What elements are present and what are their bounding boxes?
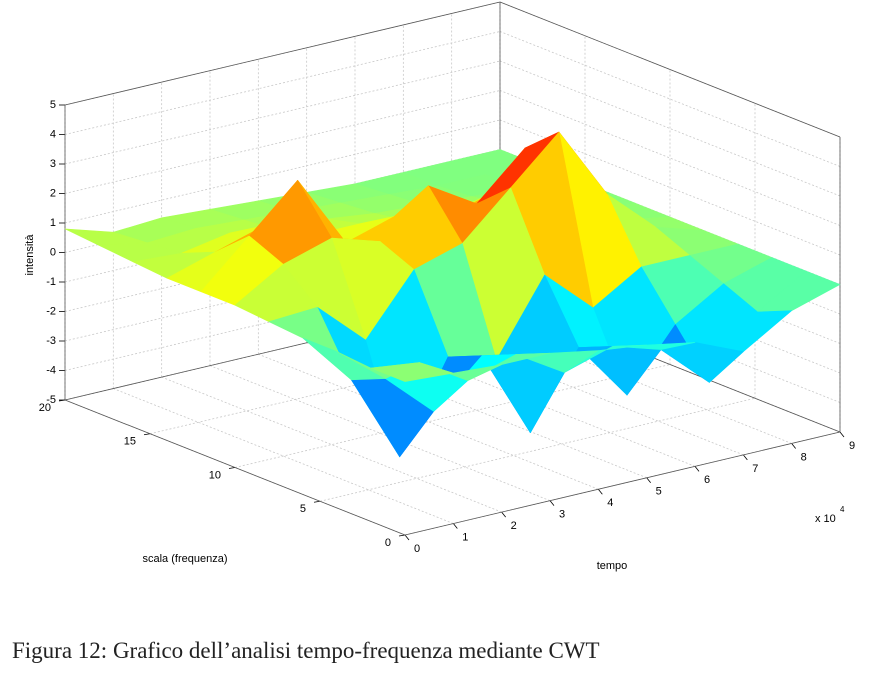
grid-line xyxy=(64,60,501,165)
y-tick-label: 15 xyxy=(124,436,136,448)
grid-line xyxy=(209,365,551,502)
z-tick-label: -4 xyxy=(46,364,56,376)
z-tick-label: 3 xyxy=(50,158,56,170)
x-tick-label: 8 xyxy=(801,451,807,463)
z-tick-label: -5 xyxy=(46,394,56,406)
grid-line xyxy=(234,364,671,468)
grid-line xyxy=(499,90,841,226)
x-tick-label: 4 xyxy=(607,497,613,509)
x-tick-label: 2 xyxy=(511,520,517,532)
x-multiplier: x 10 xyxy=(815,513,836,525)
z-tick-label: -2 xyxy=(46,305,56,317)
x-tick xyxy=(791,443,796,449)
axis-edge xyxy=(64,1,501,106)
x-tick xyxy=(598,488,603,495)
grid-line xyxy=(113,388,454,524)
x-tick-label: 6 xyxy=(704,474,710,486)
z-axis-label: intensità xyxy=(24,234,36,276)
x-multiplier-exp: 4 xyxy=(840,505,845,514)
grid-line xyxy=(319,397,756,502)
chart: tempo scala (frequenza) intensità x 10 4… xyxy=(24,1,855,572)
x-tick-label: 5 xyxy=(656,486,662,498)
x-tick-label: 3 xyxy=(559,509,565,521)
axis-edge xyxy=(499,1,841,138)
x-tick xyxy=(404,534,410,541)
x-tick xyxy=(453,523,458,529)
x-tick-label: 9 xyxy=(849,440,855,452)
z-tick-label: 4 xyxy=(50,128,56,140)
x-tick-label: 1 xyxy=(462,531,468,543)
y-tick xyxy=(228,467,236,469)
z-tick-label: -1 xyxy=(46,276,56,288)
x-tick xyxy=(549,500,555,506)
grid-line xyxy=(64,119,501,224)
y-tick xyxy=(313,500,321,503)
z-tick-label: 2 xyxy=(50,187,56,199)
y-tick-label: 0 xyxy=(385,537,391,549)
labels: tempo scala (frequenza) intensità x 10 4… xyxy=(24,99,855,572)
x-tick xyxy=(501,511,506,518)
z-tick-label: 1 xyxy=(50,217,56,229)
y-tick-label: 5 xyxy=(300,503,306,515)
y-tick xyxy=(143,433,151,436)
caption: Figura 12: Grafico dell’analisi tempo-fr… xyxy=(12,638,600,663)
grid-line xyxy=(499,31,841,167)
z-tick-label: 5 xyxy=(50,99,56,111)
surface xyxy=(64,131,841,458)
axis-edge xyxy=(404,431,841,536)
grid-line xyxy=(64,31,501,135)
y-tick-label: 10 xyxy=(209,469,221,481)
grid-line xyxy=(161,376,502,513)
y-tick xyxy=(398,534,406,537)
y-tick-label: 20 xyxy=(39,402,51,414)
x-tick-label: 7 xyxy=(752,463,758,475)
z-tick-label: -3 xyxy=(46,335,56,347)
z-tick-label: 0 xyxy=(50,246,56,258)
axis-edge xyxy=(64,399,406,536)
x-tick xyxy=(646,477,651,484)
x-tick xyxy=(743,454,748,461)
grid-line xyxy=(64,90,501,194)
surface-patch xyxy=(370,362,454,382)
x-tick xyxy=(694,466,700,472)
grid-line xyxy=(499,60,841,197)
x-tick xyxy=(839,431,845,438)
x-axis-label: tempo xyxy=(597,560,628,572)
x-tick-label: 0 xyxy=(414,543,420,555)
y-axis-label: scala (frequenza) xyxy=(143,553,228,565)
grid-line xyxy=(258,353,599,490)
